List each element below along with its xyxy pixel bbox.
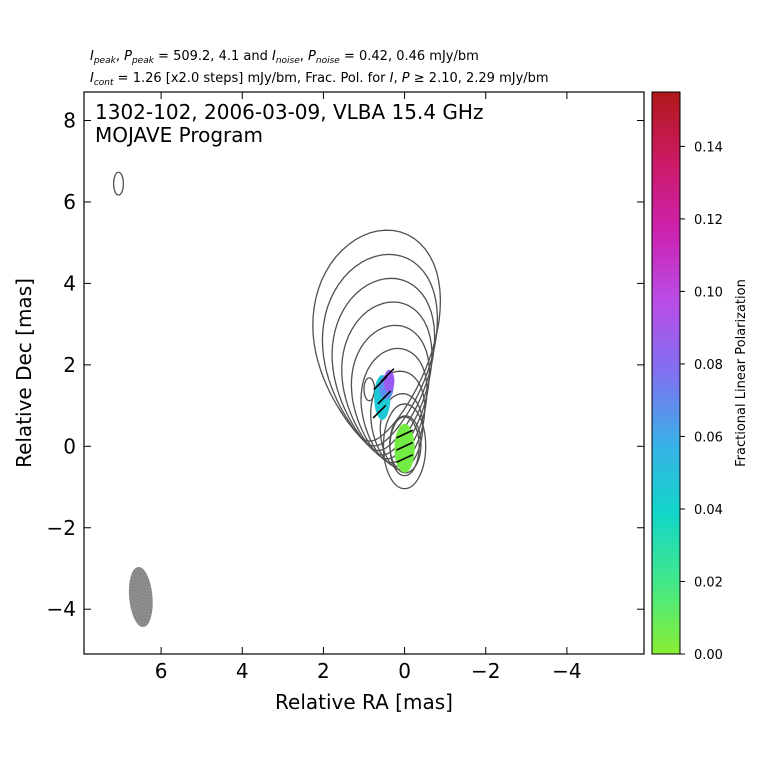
axes-frame bbox=[83, 91, 645, 655]
header-line-1: Ipeak, Ppeak = 509.2, 4.1 and Inoise, Pn… bbox=[90, 49, 479, 66]
x-tick-label: 0 bbox=[398, 659, 411, 683]
evpa-vector bbox=[396, 441, 414, 451]
i-noise-sub: noise bbox=[275, 56, 300, 66]
colorbar-tick-label: 0.10 bbox=[694, 285, 723, 300]
i-cont-symbol: I bbox=[90, 71, 94, 86]
evpa-vector bbox=[372, 404, 387, 419]
x-tick-label: 4 bbox=[236, 659, 249, 683]
p-peak-sub: peak bbox=[131, 56, 154, 66]
frac-p-symbol: P bbox=[401, 71, 410, 86]
colorbar-tick-label: 0.00 bbox=[694, 648, 723, 663]
colorbar-tick-label: 0.12 bbox=[694, 213, 723, 228]
colorbar-tick-label: 0.14 bbox=[694, 140, 723, 155]
colorbar-tick-label: 0.02 bbox=[694, 575, 723, 590]
i-noise-symbol: I bbox=[272, 49, 276, 64]
core-contour bbox=[382, 403, 427, 490]
isolated-contour bbox=[112, 171, 125, 196]
contour-level bbox=[360, 347, 428, 464]
y-tick-label: 8 bbox=[63, 109, 76, 133]
y-axis-label: Relative Dec [mas] bbox=[12, 278, 36, 468]
peak-values: 509.2, 4.1 bbox=[173, 49, 240, 64]
noise-values: 0.42, 0.46 mJy/bm bbox=[359, 49, 479, 64]
and-text: and bbox=[243, 49, 268, 64]
y-tick-label: 0 bbox=[63, 434, 76, 458]
core-contour bbox=[389, 416, 420, 477]
evpa-vector bbox=[380, 368, 395, 382]
frac-i-symbol: I bbox=[389, 71, 394, 86]
contour-level bbox=[331, 277, 436, 452]
p-noise-symbol: P bbox=[308, 49, 316, 64]
evpa-vector bbox=[396, 429, 414, 439]
p-peak-symbol: P bbox=[124, 49, 132, 64]
plot-title-line-2: MOJAVE Program bbox=[95, 123, 263, 147]
colorbar-tick-label: 0.06 bbox=[694, 430, 723, 445]
y-tick-label: 2 bbox=[63, 353, 76, 377]
beam-ellipse bbox=[128, 567, 153, 627]
plot-text: 6 4 2 0 −2 −4 8 6 4 2 0 −2 −4 Relative RA [mas] Relati… bbox=[12, 100, 582, 714]
plot-title-line-1: 1302-102, 2006-03-09, VLBA 15.4 GHz bbox=[95, 100, 483, 124]
x-tick-label: 2 bbox=[317, 659, 330, 683]
p-noise-sub: noise bbox=[315, 56, 340, 66]
frac-values: 2.10, 2.29 mJy/bm bbox=[428, 71, 549, 86]
y-tick-label: 4 bbox=[63, 271, 76, 295]
y-tick-label: 6 bbox=[63, 190, 76, 214]
colorbar-tick-label: 0.04 bbox=[694, 503, 723, 518]
plot-frame bbox=[83, 91, 645, 655]
cont-text: = 1.26 [x2.0 steps] mJy/bm, Frac. Pol. f… bbox=[117, 71, 386, 86]
colorbar-gradient bbox=[651, 91, 681, 655]
x-tick-label: −2 bbox=[471, 659, 500, 683]
i-cont-sub: cont bbox=[93, 78, 114, 88]
x-tick-label: 6 bbox=[155, 659, 168, 683]
y-tick-label: −4 bbox=[47, 597, 76, 621]
colorbar: 0.00 0.02 0.04 0.06 0.08 0.10 0.12 0.14 Fraction… bbox=[651, 91, 749, 663]
i-peak-sub: peak bbox=[93, 56, 116, 66]
y-tick-label: −2 bbox=[47, 516, 76, 540]
colorbar-tick-label: 0.08 bbox=[694, 358, 723, 373]
evpa-vector bbox=[377, 390, 392, 405]
plot-area bbox=[112, 171, 442, 627]
evpa-vector bbox=[396, 453, 414, 464]
i-peak-symbol: I bbox=[90, 49, 94, 64]
x-axis-label: Relative RA [mas] bbox=[275, 690, 453, 714]
knot-contour bbox=[363, 377, 376, 402]
x-tick-label: −4 bbox=[552, 659, 581, 683]
colorbar-label: Fractional Linear Polarization bbox=[734, 279, 749, 467]
header-line-2: Icont = 1.26 [x2.0 steps] mJy/bm, Frac. … bbox=[90, 71, 549, 88]
